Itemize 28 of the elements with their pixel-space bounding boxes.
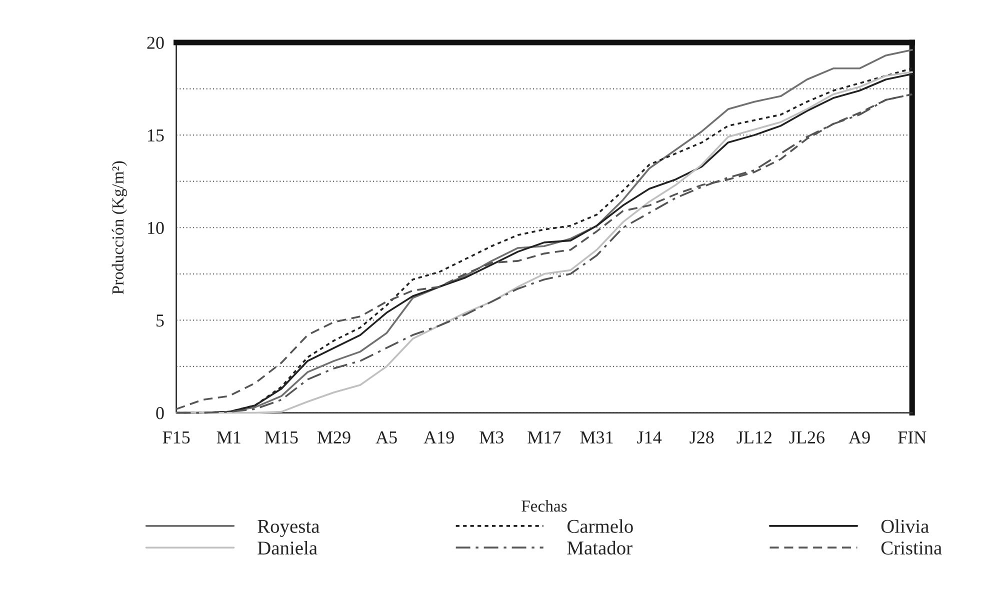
x-tick-label: M1 [216,431,240,444]
legend-label: Daniela [258,540,318,555]
y-tick-label: 20 [147,36,164,49]
x-tick-label: A19 [424,431,454,444]
legend-label: Carmelo [567,519,633,533]
x-tick-label: M3 [480,431,504,444]
x-tick-label: M15 [264,431,298,444]
legend-label: Cristina [881,542,942,555]
x-tick-label: M29 [317,431,350,444]
x-tick-label: JL26 [789,431,825,444]
y-tick-label: 15 [148,129,164,142]
y-axis-title: Producción (Kg/m²) [112,161,128,294]
x-tick-label: JL12 [736,431,772,444]
y-tick-label: 5 [156,314,164,327]
x-tick-label: F15 [162,431,190,444]
x-axis-title: Fechas [522,500,567,512]
x-tick-label: M17 [528,431,561,444]
x-tick-label: A5 [376,431,397,444]
x-tick-label: J14 [637,431,662,444]
x-tick-label: M31 [580,431,613,444]
x-tick-label: A9 [848,431,870,444]
legend-label: Matador [567,540,632,555]
legend-label: Olivia [881,519,929,533]
legend-label: Royesta [258,520,320,537]
y-tick-label: 10 [148,222,164,234]
x-tick-label: J28 [690,431,714,444]
x-tick-label: FIN [898,432,926,444]
y-tick-label: 0 [156,407,164,420]
